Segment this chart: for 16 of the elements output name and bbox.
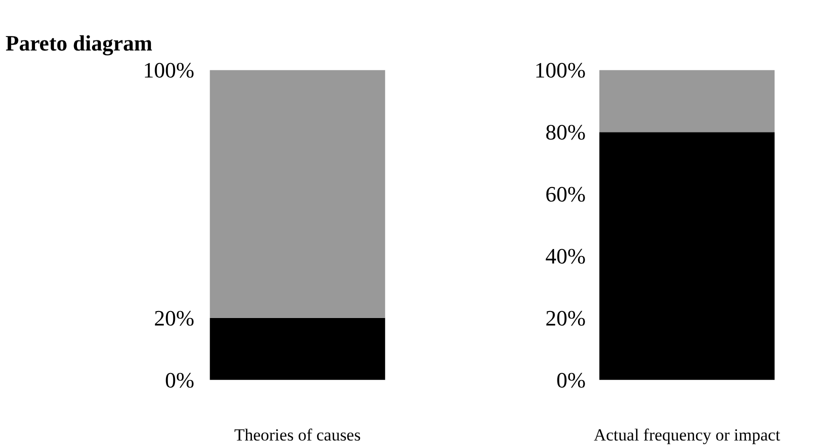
y-tick-label: 0%	[164, 367, 194, 392]
y2-tick-label: 100%	[534, 58, 586, 83]
y2-tick-label: 40%	[545, 243, 586, 268]
y2-tick-label: 60%	[545, 182, 586, 207]
y2-tick-label: 80%	[545, 120, 586, 145]
y2-tick-label: 20%	[545, 305, 586, 330]
x-tick-label: Actual frequency or impact	[594, 426, 780, 444]
bar	[210, 318, 386, 380]
bar	[599, 70, 775, 132]
y2-tick-label: 0%	[556, 367, 586, 392]
y-tick-label: 100%	[142, 58, 194, 83]
chart-title: Pareto diagram	[6, 30, 152, 56]
x-tick-label: Theories of causes	[234, 426, 361, 444]
bar	[210, 70, 386, 318]
bar	[599, 132, 775, 380]
y-tick-label: 20%	[154, 305, 194, 330]
